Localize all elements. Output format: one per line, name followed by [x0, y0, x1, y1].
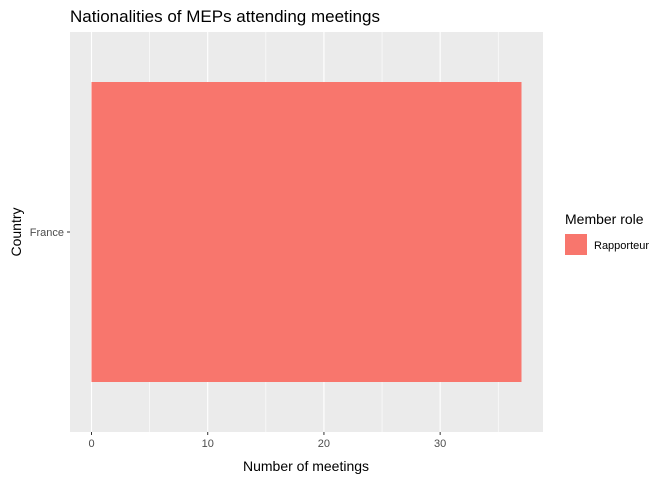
y-tick-label: France — [30, 227, 64, 239]
legend-entries: Rapporteur — [565, 234, 649, 255]
chart-title: Nationalities of MEPs attending meetings — [70, 7, 380, 26]
x-tick-label: 20 — [318, 438, 330, 450]
bars — [91, 82, 522, 382]
legend-swatch — [565, 234, 587, 255]
bar-france — [91, 82, 522, 382]
x-tick-label: 0 — [88, 438, 94, 450]
x-axis: 0 10 20 30 — [88, 432, 446, 450]
x-tick-label: 10 — [202, 438, 214, 450]
x-axis-title: Number of meetings — [243, 458, 369, 474]
x-tick-label: 30 — [434, 438, 446, 450]
legend-label: Rapporteur — [594, 240, 649, 252]
legend-title: Member role — [565, 211, 644, 227]
legend: Member role Rapporteur — [565, 211, 649, 255]
y-axis-title: Country — [8, 207, 24, 256]
y-axis: France — [30, 227, 70, 239]
